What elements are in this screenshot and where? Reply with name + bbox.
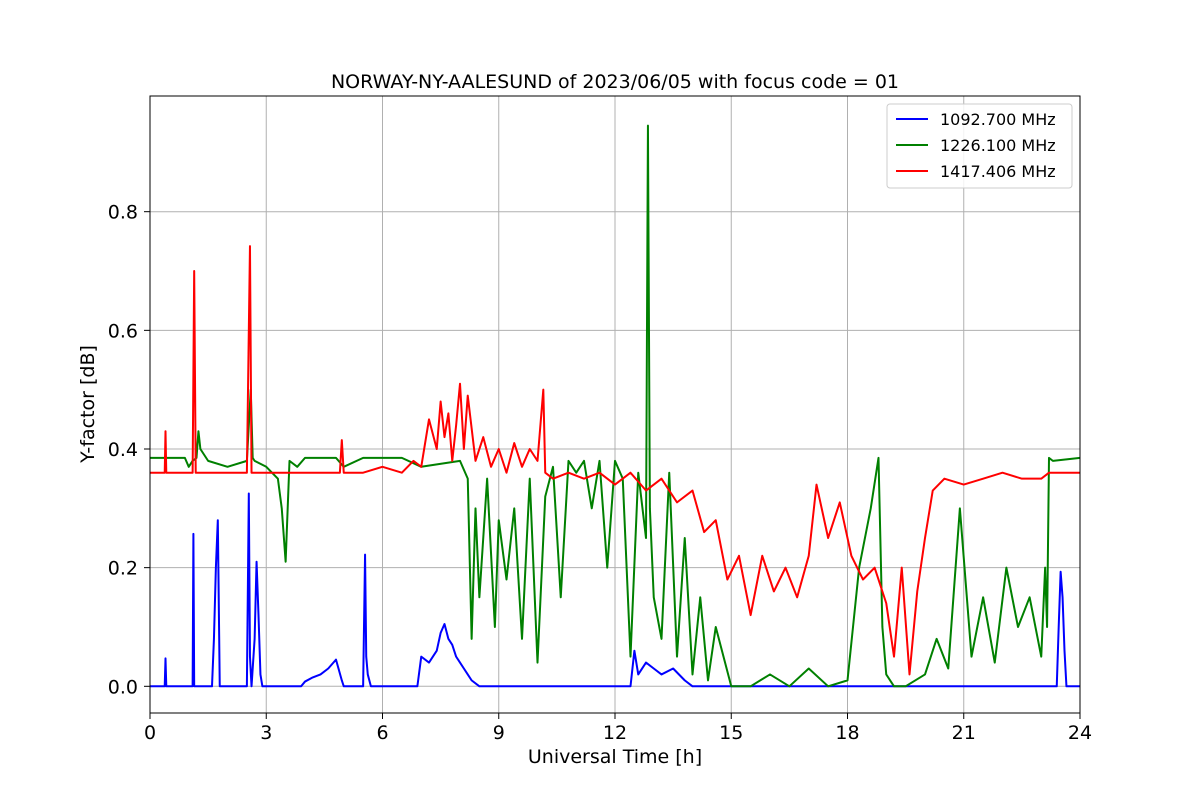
- x-tick-label: 24: [1068, 722, 1092, 744]
- x-tick-label: 21: [952, 722, 976, 744]
- series-layer: [150, 124, 1081, 688]
- x-tick-label: 15: [719, 722, 743, 744]
- x-tick-label: 12: [603, 722, 627, 744]
- y-tick-label: 0.6: [108, 320, 138, 342]
- x-tick-label: 6: [376, 722, 388, 744]
- y-tick-label: 0.8: [108, 202, 138, 224]
- x-tick-label: 0: [144, 722, 156, 744]
- series-line-1226: [150, 124, 1081, 688]
- axis-ticks: 0 3 6 9 12 15 18 21 24 0.0 0.2 0.4 0.6 0.8: [108, 202, 1092, 744]
- legend-label-1092: 1092.700 MHz: [940, 110, 1056, 129]
- legend: 1092.700 MHz 1226.100 MHz 1417.406 MHz: [886, 103, 1073, 189]
- x-tick-label: 3: [260, 722, 272, 744]
- legend-label-1417: 1417.406 MHz: [940, 162, 1056, 181]
- x-tick-label: 9: [493, 722, 505, 744]
- grid-lines: [149, 96, 1081, 713]
- x-tick-label: 18: [835, 722, 859, 744]
- y-tick-label: 0.2: [108, 558, 138, 580]
- series-line-1417: [150, 245, 1080, 676]
- legend-box: [886, 103, 1073, 189]
- x-axis-label: Universal Time [h]: [528, 746, 702, 768]
- y-axis-label: Y-factor [dB]: [77, 345, 99, 464]
- y-tick-label: 0.4: [108, 439, 138, 461]
- legend-label-1226: 1226.100 MHz: [940, 136, 1056, 155]
- y-tick-label: 0.0: [108, 676, 138, 698]
- series-line-1092: [150, 492, 1080, 688]
- chart-title: NORWAY-NY-AALESUND of 2023/06/05 with fo…: [331, 71, 899, 93]
